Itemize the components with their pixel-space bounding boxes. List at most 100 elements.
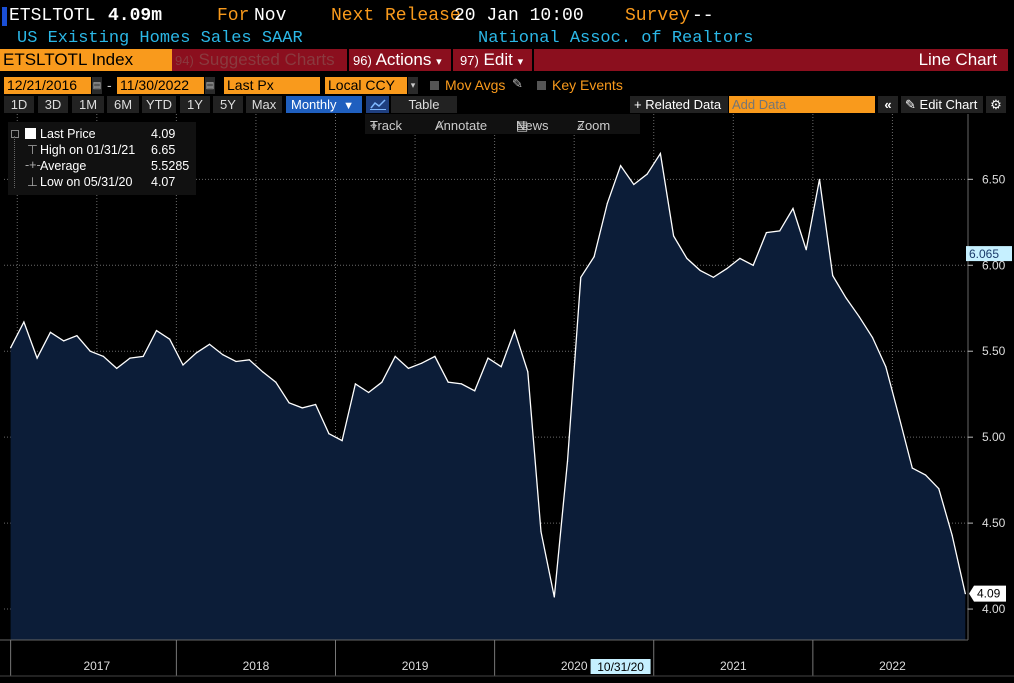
actions-number: 96) [353, 53, 372, 68]
data-point [646, 173, 648, 175]
crosshair-date-box [590, 659, 651, 674]
period-6m-button[interactable]: 6M [107, 96, 139, 113]
security-header: ETSLTOTL 4.09m For Nov Next Release 20 J… [0, 4, 1014, 28]
data-point [76, 335, 78, 337]
data-point [261, 371, 264, 373]
collapse-icon[interactable]: « [878, 96, 898, 113]
data-point [155, 329, 158, 332]
data-point [394, 355, 396, 357]
data-point [845, 297, 847, 299]
data-source: National Assoc. of Realtors [478, 29, 754, 48]
x-tick-label: 2018 [243, 659, 270, 673]
related-data-button[interactable]: + Related Data [630, 96, 728, 113]
chart-legend[interactable]: Last Price 4.09 ⊤ High on 01/31/21 6.65 … [8, 122, 196, 195]
data-point [924, 474, 927, 476]
data-point [341, 440, 343, 442]
line-chart-icon[interactable] [366, 96, 389, 113]
y-tick-label: 6.50 [982, 172, 1006, 186]
news-label: News [516, 118, 549, 133]
start-date-field[interactable]: 12/21/2016 [4, 77, 91, 94]
edit-chart-button[interactable]: ✎ Edit Chart [901, 96, 983, 113]
end-date-field[interactable]: 11/30/2022 [117, 77, 204, 94]
low-marker-icon: ⊥ [27, 175, 38, 189]
ticker-label[interactable]: ETSLTOTL [9, 6, 96, 26]
for-label: For [217, 6, 250, 26]
menu-divider [347, 49, 349, 71]
mov-avgs-checkbox[interactable] [430, 81, 439, 90]
data-point [275, 381, 277, 383]
y-tick-label: 5.00 [982, 430, 1006, 444]
suggested-charts-number: 94) [175, 53, 194, 68]
data-point [116, 367, 118, 370]
menu-divider [532, 49, 534, 71]
table-view-button[interactable]: Table [391, 96, 457, 113]
data-point [460, 383, 463, 385]
data-point [288, 402, 290, 404]
settings-gear-icon[interactable]: ⚙ [986, 96, 1006, 113]
currency-selector[interactable]: Local CCY [325, 77, 407, 94]
add-data-input[interactable] [729, 96, 875, 113]
data-point [951, 534, 953, 536]
data-point [712, 276, 715, 278]
chart-type-label[interactable]: Line Chart [918, 50, 997, 69]
data-point [10, 347, 12, 349]
legend-low: ⊥ Low on 05/31/20 4.07 [8, 174, 196, 190]
data-point [818, 178, 821, 180]
current-value-box [966, 246, 1012, 262]
data-point [832, 274, 834, 277]
period-max-button[interactable]: Max [246, 96, 282, 113]
currency-dropdown-icon[interactable]: ▾ [408, 77, 418, 94]
chart-canvas[interactable]: 4.00 4.50 5.00 5.50 6.00 6.50 2017 2018 2019 202… [0, 114, 1014, 683]
zoom-label: Zoom [577, 118, 611, 133]
legend-average-label: Average [40, 159, 87, 173]
period-1y-button[interactable]: 1Y [180, 96, 210, 113]
key-events-label[interactable]: Key Events [552, 77, 623, 93]
legend-average: -+- Average 5.5285 [8, 158, 196, 174]
data-point [898, 415, 900, 418]
y-tick-label: 5.50 [982, 344, 1006, 358]
data-point [49, 331, 52, 333]
data-point [580, 276, 582, 278]
x-tick-label: 2021 [720, 659, 747, 673]
mov-avgs-label[interactable]: Mov Avgs [445, 77, 506, 93]
legend-last-price: Last Price 4.09 [8, 126, 196, 142]
actions-menu-button[interactable]: 96) Actions ▾ [353, 49, 442, 71]
period-1m-button[interactable]: 1M [72, 96, 104, 113]
description-row: US Existing Homes Sales SAAR National As… [0, 28, 1014, 50]
suggested-charts-button[interactable]: 94) Suggested Charts [175, 49, 344, 71]
period-ytd-button[interactable]: YTD [142, 96, 176, 113]
suggested-charts-label: Suggested Charts [198, 50, 335, 69]
data-point [553, 596, 555, 598]
y-tick-label: 4.50 [982, 516, 1006, 530]
field-selector[interactable]: Last Px [224, 77, 320, 94]
menu-divider [451, 49, 453, 71]
last-value-box [969, 585, 1006, 602]
for-period: Nov [254, 6, 287, 26]
key-events-checkbox[interactable] [537, 81, 546, 90]
start-calendar-icon[interactable]: ▤ [92, 77, 102, 94]
data-point [142, 355, 144, 357]
menu-bar: ETSLTOTL Index 94) Suggested Charts 96) … [0, 49, 1008, 71]
news-icon: ▤ [516, 118, 529, 133]
data-point [527, 371, 529, 373]
actions-label: Actions [375, 50, 432, 69]
data-point [102, 355, 105, 357]
end-calendar-icon[interactable]: ▤ [205, 77, 215, 94]
value-markers: 6.065 4.09 [966, 246, 1012, 602]
legend-last-price-label: Last Price [40, 127, 96, 141]
pencil-icon[interactable]: ✎ [512, 76, 523, 91]
actions-dropdown-icon: ▾ [436, 56, 442, 68]
period-1d-button[interactable]: 1D [4, 96, 34, 113]
data-point [182, 364, 184, 366]
frequency-selector[interactable]: Monthly ▼ [286, 96, 362, 113]
edit-menu-button[interactable]: 97) Edit ▾ [460, 49, 523, 71]
data-point [739, 257, 741, 259]
period-3d-button[interactable]: 3D [38, 96, 68, 113]
legend-handle-icon[interactable] [11, 130, 19, 138]
average-marker-icon: -+- [25, 158, 41, 172]
frequency-label: Monthly [291, 97, 337, 112]
period-5y-button[interactable]: 5Y [213, 96, 243, 113]
security-field[interactable]: ETSLTOTL Index [0, 49, 172, 71]
data-point [195, 352, 197, 354]
current-value-label: 6.065 [969, 247, 999, 261]
